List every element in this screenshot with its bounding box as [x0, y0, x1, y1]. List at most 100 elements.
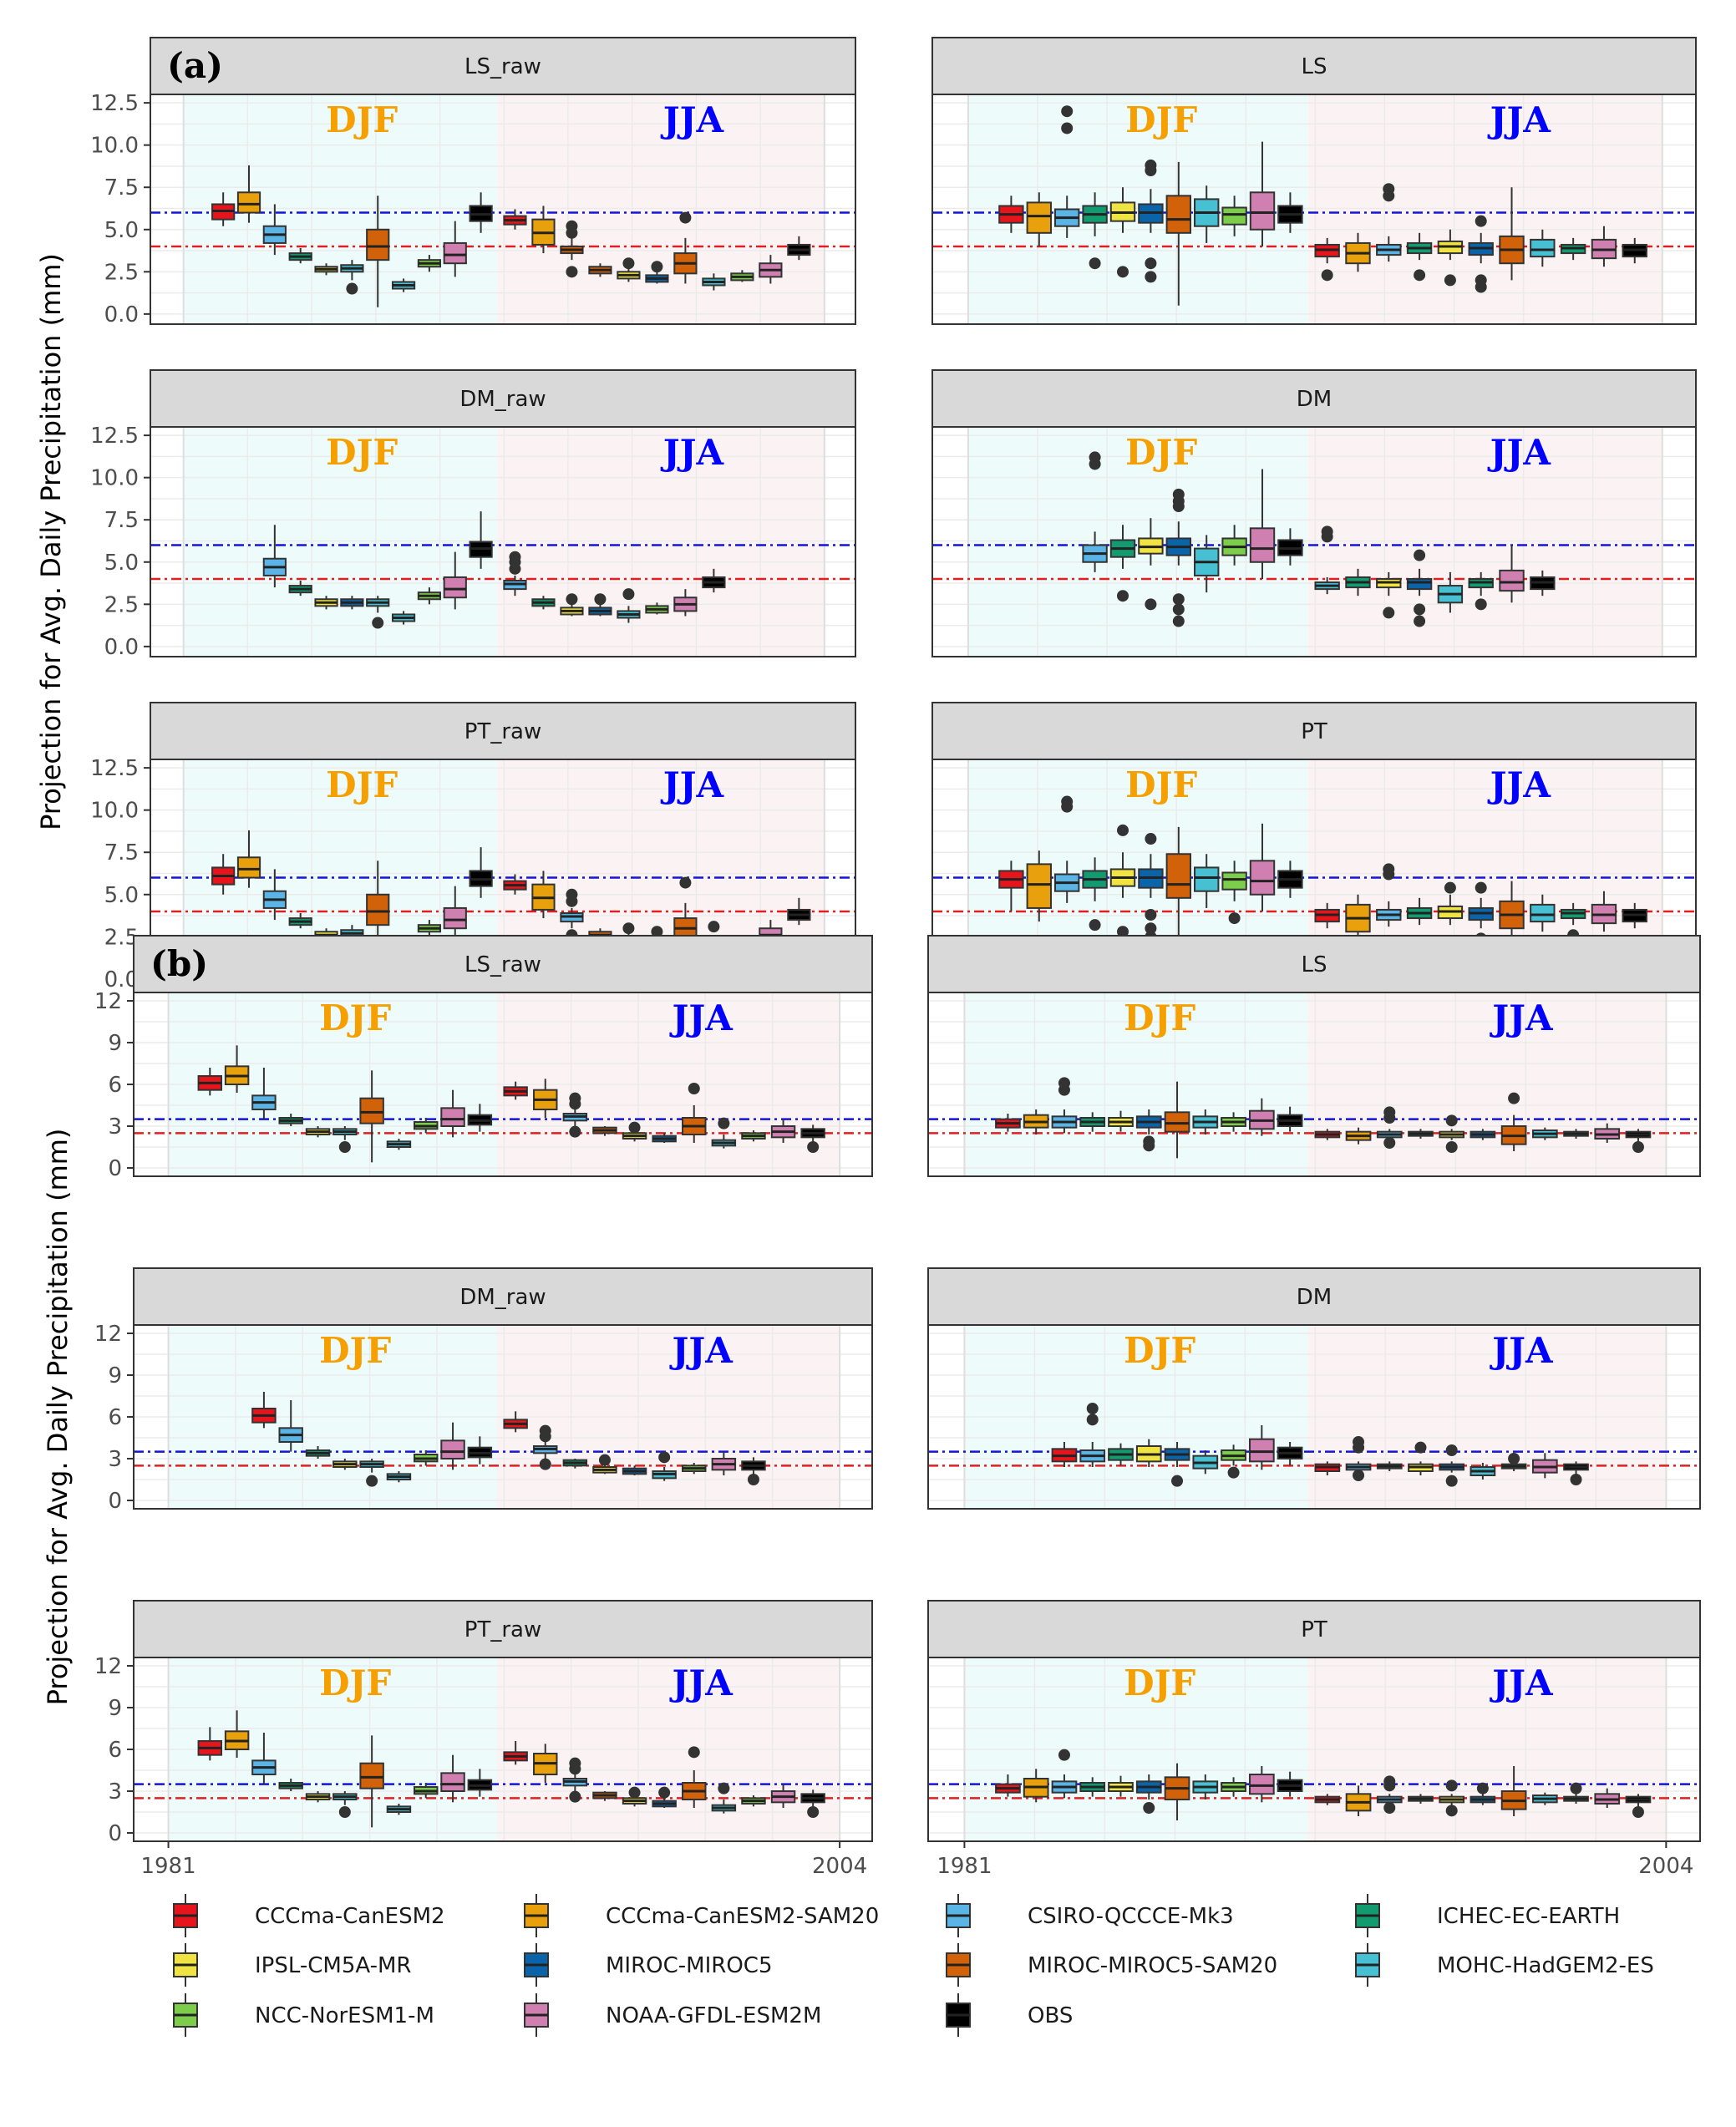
box-noaa-gfdl-esm2m: [1594, 1123, 1621, 1143]
season-label-jja: JJA: [1487, 764, 1552, 805]
outlier-point: [1476, 1782, 1489, 1794]
jja-region: [497, 94, 825, 324]
outlier-point: [1445, 1114, 1458, 1127]
box-mohc-hadgem2-es: [1194, 854, 1220, 908]
box-mohc-hadgem2-es: [386, 1804, 412, 1815]
box-ncc-noresm1-m: [414, 1783, 439, 1799]
outlier-point: [1383, 863, 1395, 876]
box-obs: [467, 1104, 493, 1132]
outlier-point: [1475, 598, 1487, 611]
box-ichec-ec-earth: [1082, 857, 1108, 932]
box-miroc-miroc5-sam20: [682, 1083, 707, 1143]
box-mohc-hadgem2-es: [391, 611, 416, 625]
box-mohc-hadgem2-es: [1437, 571, 1464, 613]
outlier-point: [366, 1475, 378, 1487]
season-label-djf: DJF: [1124, 1663, 1195, 1703]
box-obs: [1563, 1461, 1589, 1485]
jja-region: [1307, 427, 1662, 657]
box-cccma-canesm2-sam20: [1345, 1785, 1372, 1816]
outlier-point: [1353, 1436, 1365, 1448]
box-obs: [469, 511, 493, 569]
box-ipsl-cm5a-mr: [314, 596, 338, 610]
outlier-point: [1172, 593, 1185, 606]
box-cccma-canesm2: [251, 1392, 277, 1429]
box-miroc-miroc5: [1138, 833, 1164, 943]
y-tick-label: 12.5: [90, 756, 139, 781]
facet-title: DM_raw: [459, 387, 546, 412]
box-noaa-gfdl-esm2m: [673, 589, 698, 617]
y-tick-label: 10.0: [90, 466, 139, 491]
y-tick-label: 10.0: [90, 799, 139, 824]
box-mohc-hadgem2-es: [652, 1451, 677, 1481]
box-csiro-qccce-mk3: [262, 525, 287, 588]
box-csiro-qccce-mk3: [503, 551, 527, 596]
box-noaa-gfdl-esm2m: [770, 1119, 796, 1143]
box-mohc-hadgem2-es: [1531, 1792, 1558, 1805]
box-ipsl-cm5a-mr: [560, 593, 584, 617]
box-mohc-hadgem2-es: [1531, 1127, 1558, 1140]
box-miroc-miroc5-sam20: [592, 1791, 617, 1801]
box-body: [1221, 871, 1247, 891]
box-ipsl-cm5a-mr: [332, 1459, 358, 1470]
y-tick-label: 12: [94, 1654, 122, 1679]
box-cccma-canesm2: [1314, 1461, 1341, 1475]
outlier-point: [539, 1458, 551, 1470]
box-cccma-canesm2: [503, 1411, 528, 1433]
outlier-point: [679, 876, 692, 889]
box-cccma-canesm2: [1051, 1442, 1078, 1467]
box-ichec-ec-earth: [1109, 525, 1136, 602]
x-tick-label: 1981: [140, 1854, 195, 1879]
facet-ls-raw: LS_raw DJF JJA 0 3 6 9 12: [94, 935, 873, 1181]
box-miroc-miroc5: [1138, 159, 1164, 283]
box-miroc-miroc5: [588, 593, 612, 617]
box-miroc-miroc5-sam20: [1165, 161, 1192, 306]
outlier-point: [658, 1786, 671, 1799]
box-obs: [787, 236, 811, 261]
box-miroc-miroc5-sam20: [1499, 881, 1525, 946]
y-tick-label: 6: [108, 1073, 122, 1098]
box-csiro-qccce-mk3: [251, 1068, 277, 1119]
y-tick-label: 3: [108, 1114, 122, 1140]
outlier-point: [1145, 271, 1157, 283]
legend-label: NOAA-GFDL-ESM2M: [606, 2003, 821, 2028]
outlier-point: [598, 1454, 611, 1466]
legend-label: MOHC-HadGEM2-ES: [1437, 1953, 1654, 1978]
box-body: [366, 228, 390, 261]
outlier-point: [569, 1757, 581, 1769]
y-tick-label: 3: [108, 1779, 122, 1805]
box-noaa-gfdl-esm2m: [1249, 469, 1276, 579]
box-mohc-hadgem2-es: [711, 1782, 737, 1814]
facet-ls-raw: LS_raw DJF JJA 0.0 2.5 5.0 7.5 10.0 12.5: [90, 37, 856, 327]
y-tick-label: 7.5: [104, 508, 139, 533]
box-obs: [1277, 192, 1303, 233]
facet-dm: DM DJF JJA: [927, 1267, 1701, 1510]
box-ipsl-cm5a-mr: [1109, 824, 1136, 938]
box-miroc-miroc5: [652, 1133, 677, 1143]
y-tick-label: 5.0: [104, 551, 139, 576]
legend-item: IPSL-CM5A-MR: [173, 1943, 411, 1987]
box-body: [1026, 863, 1052, 909]
box-noaa-gfdl-esm2m: [1594, 1788, 1621, 1808]
facet-strip: [133, 935, 873, 993]
outlier-point: [747, 1474, 759, 1485]
facet-title: PT: [1301, 1617, 1327, 1642]
box-ichec-ec-earth: [278, 1779, 303, 1791]
box-ipsl-cm5a-mr: [1138, 518, 1164, 611]
box-csiro-qccce-mk3: [1054, 795, 1080, 903]
box-csiro-qccce-mk3: [1376, 1106, 1403, 1149]
box-obs: [1277, 1442, 1303, 1466]
box-cccma-canesm2: [998, 860, 1024, 911]
box-body: [1530, 903, 1556, 923]
outlier-point: [1058, 1077, 1070, 1089]
box-ncc-noresm1-m: [414, 1450, 439, 1466]
outlier-point: [338, 1806, 351, 1818]
box-csiro-qccce-mk3: [1376, 863, 1402, 927]
box-csiro-qccce-mk3: [1376, 1775, 1403, 1814]
outlier-point: [1227, 1466, 1240, 1479]
box-ipsl-cm5a-mr: [1408, 1441, 1434, 1475]
legend-label: NCC-NorESM1-M: [255, 2003, 434, 2028]
box-body: [236, 856, 261, 879]
box-mohc-hadgem2-es: [340, 260, 364, 295]
y-tick-label: 9: [108, 1031, 122, 1056]
outlier-point: [1086, 1403, 1099, 1414]
